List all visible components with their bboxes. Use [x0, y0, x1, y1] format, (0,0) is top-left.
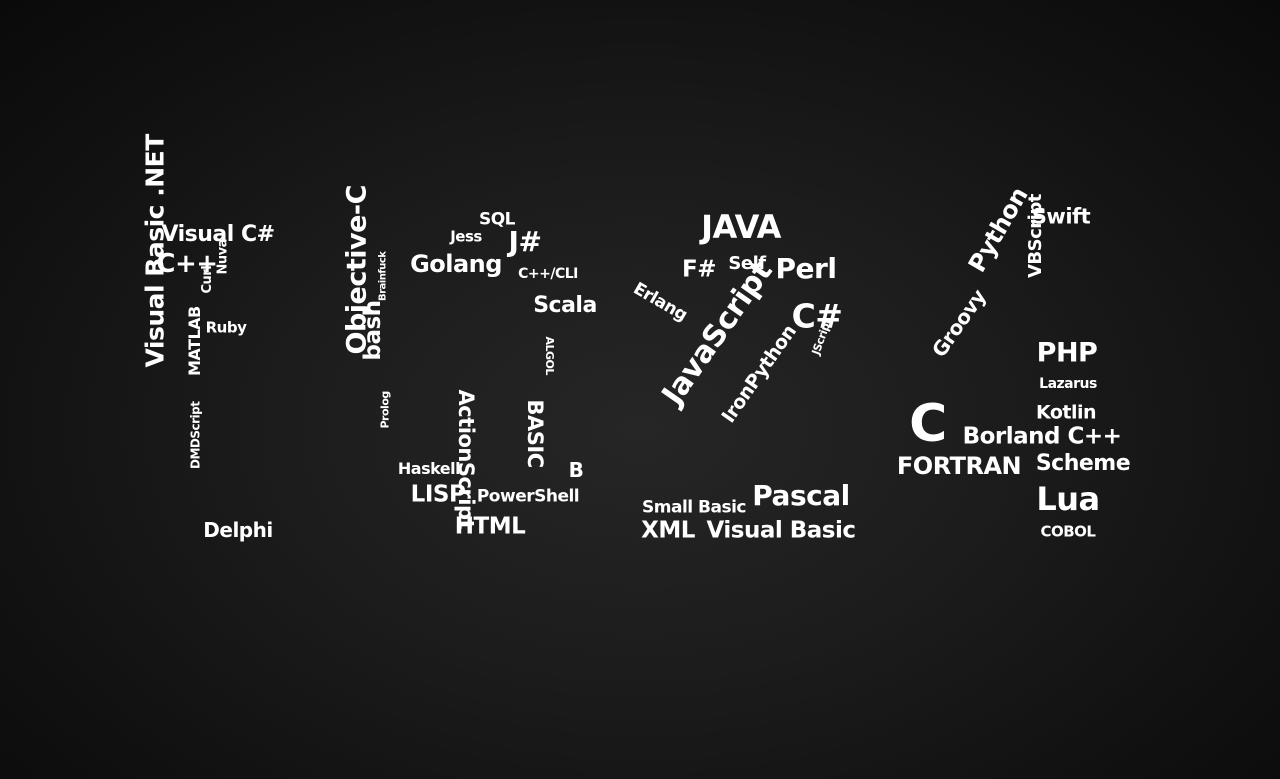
word-brainfuck: Brainfuck: [377, 251, 389, 301]
word-lua: Lua: [1036, 480, 1100, 518]
word-erlang: Erlang: [629, 278, 691, 326]
word-vbscript: VBScript: [1025, 194, 1047, 278]
word-borland-cpp: Borland C++: [962, 423, 1122, 450]
word-lisp: LISP: [410, 481, 466, 508]
word-delphi: Delphi: [203, 518, 273, 542]
word-haskell: Haskell: [397, 459, 461, 478]
word-pascal: Pascal: [752, 479, 850, 512]
word-jess: Jess: [450, 227, 482, 246]
word-xml: XML: [641, 517, 695, 544]
word-dmdscript: DMDScript: [188, 401, 203, 469]
word-cpp: C++: [156, 249, 218, 279]
word-groovy: Groovy: [926, 284, 991, 362]
word-algol: ALGOL: [542, 336, 556, 375]
word-visual-csharp: Visual C#: [161, 222, 275, 247]
word-small-basic: Small Basic: [642, 497, 746, 518]
word-basic: BASIC: [522, 399, 547, 468]
word-fsharp: F#: [682, 256, 716, 283]
word-perl: Perl: [775, 252, 837, 285]
word-golang: Golang: [410, 250, 502, 278]
word-scheme: Scheme: [1035, 451, 1131, 476]
word-objective-c: Objective-C: [341, 185, 373, 355]
word-b: B: [568, 458, 584, 482]
word-jsharp: J#: [508, 225, 542, 258]
word-fortran: FORTRAN: [896, 452, 1022, 480]
word-scala: Scala: [533, 293, 597, 318]
word-php: PHP: [1036, 337, 1098, 369]
word-visual-basic-net: Visual Basic .NET: [140, 134, 170, 368]
word-lazarus: Lazarus: [1039, 376, 1097, 392]
word-sql: SQL: [478, 209, 516, 230]
word-swift: Swift: [1031, 204, 1091, 229]
word-powershell: PowerShell: [476, 486, 580, 507]
word-cpp-cli: C++/CLI: [518, 266, 578, 282]
word-python: Python: [962, 182, 1034, 277]
word-curl: Curl: [200, 265, 216, 294]
word-kotlin: Kotlin: [1035, 401, 1097, 424]
word-c: C: [909, 394, 947, 454]
word-html: HTML: [454, 513, 526, 540]
word-matlab: MATLAB: [185, 306, 205, 376]
word-nuva: Nuva: [215, 239, 231, 275]
word-java: JAVA: [701, 208, 781, 246]
word-prolog: Prolog: [378, 391, 392, 429]
word-cobol: COBOL: [1040, 522, 1096, 541]
word-ruby: Ruby: [205, 318, 247, 337]
word-visual-basic: Visual Basic: [706, 517, 856, 544]
word-self: Self: [728, 253, 766, 274]
word-csharp: C#: [791, 296, 843, 336]
